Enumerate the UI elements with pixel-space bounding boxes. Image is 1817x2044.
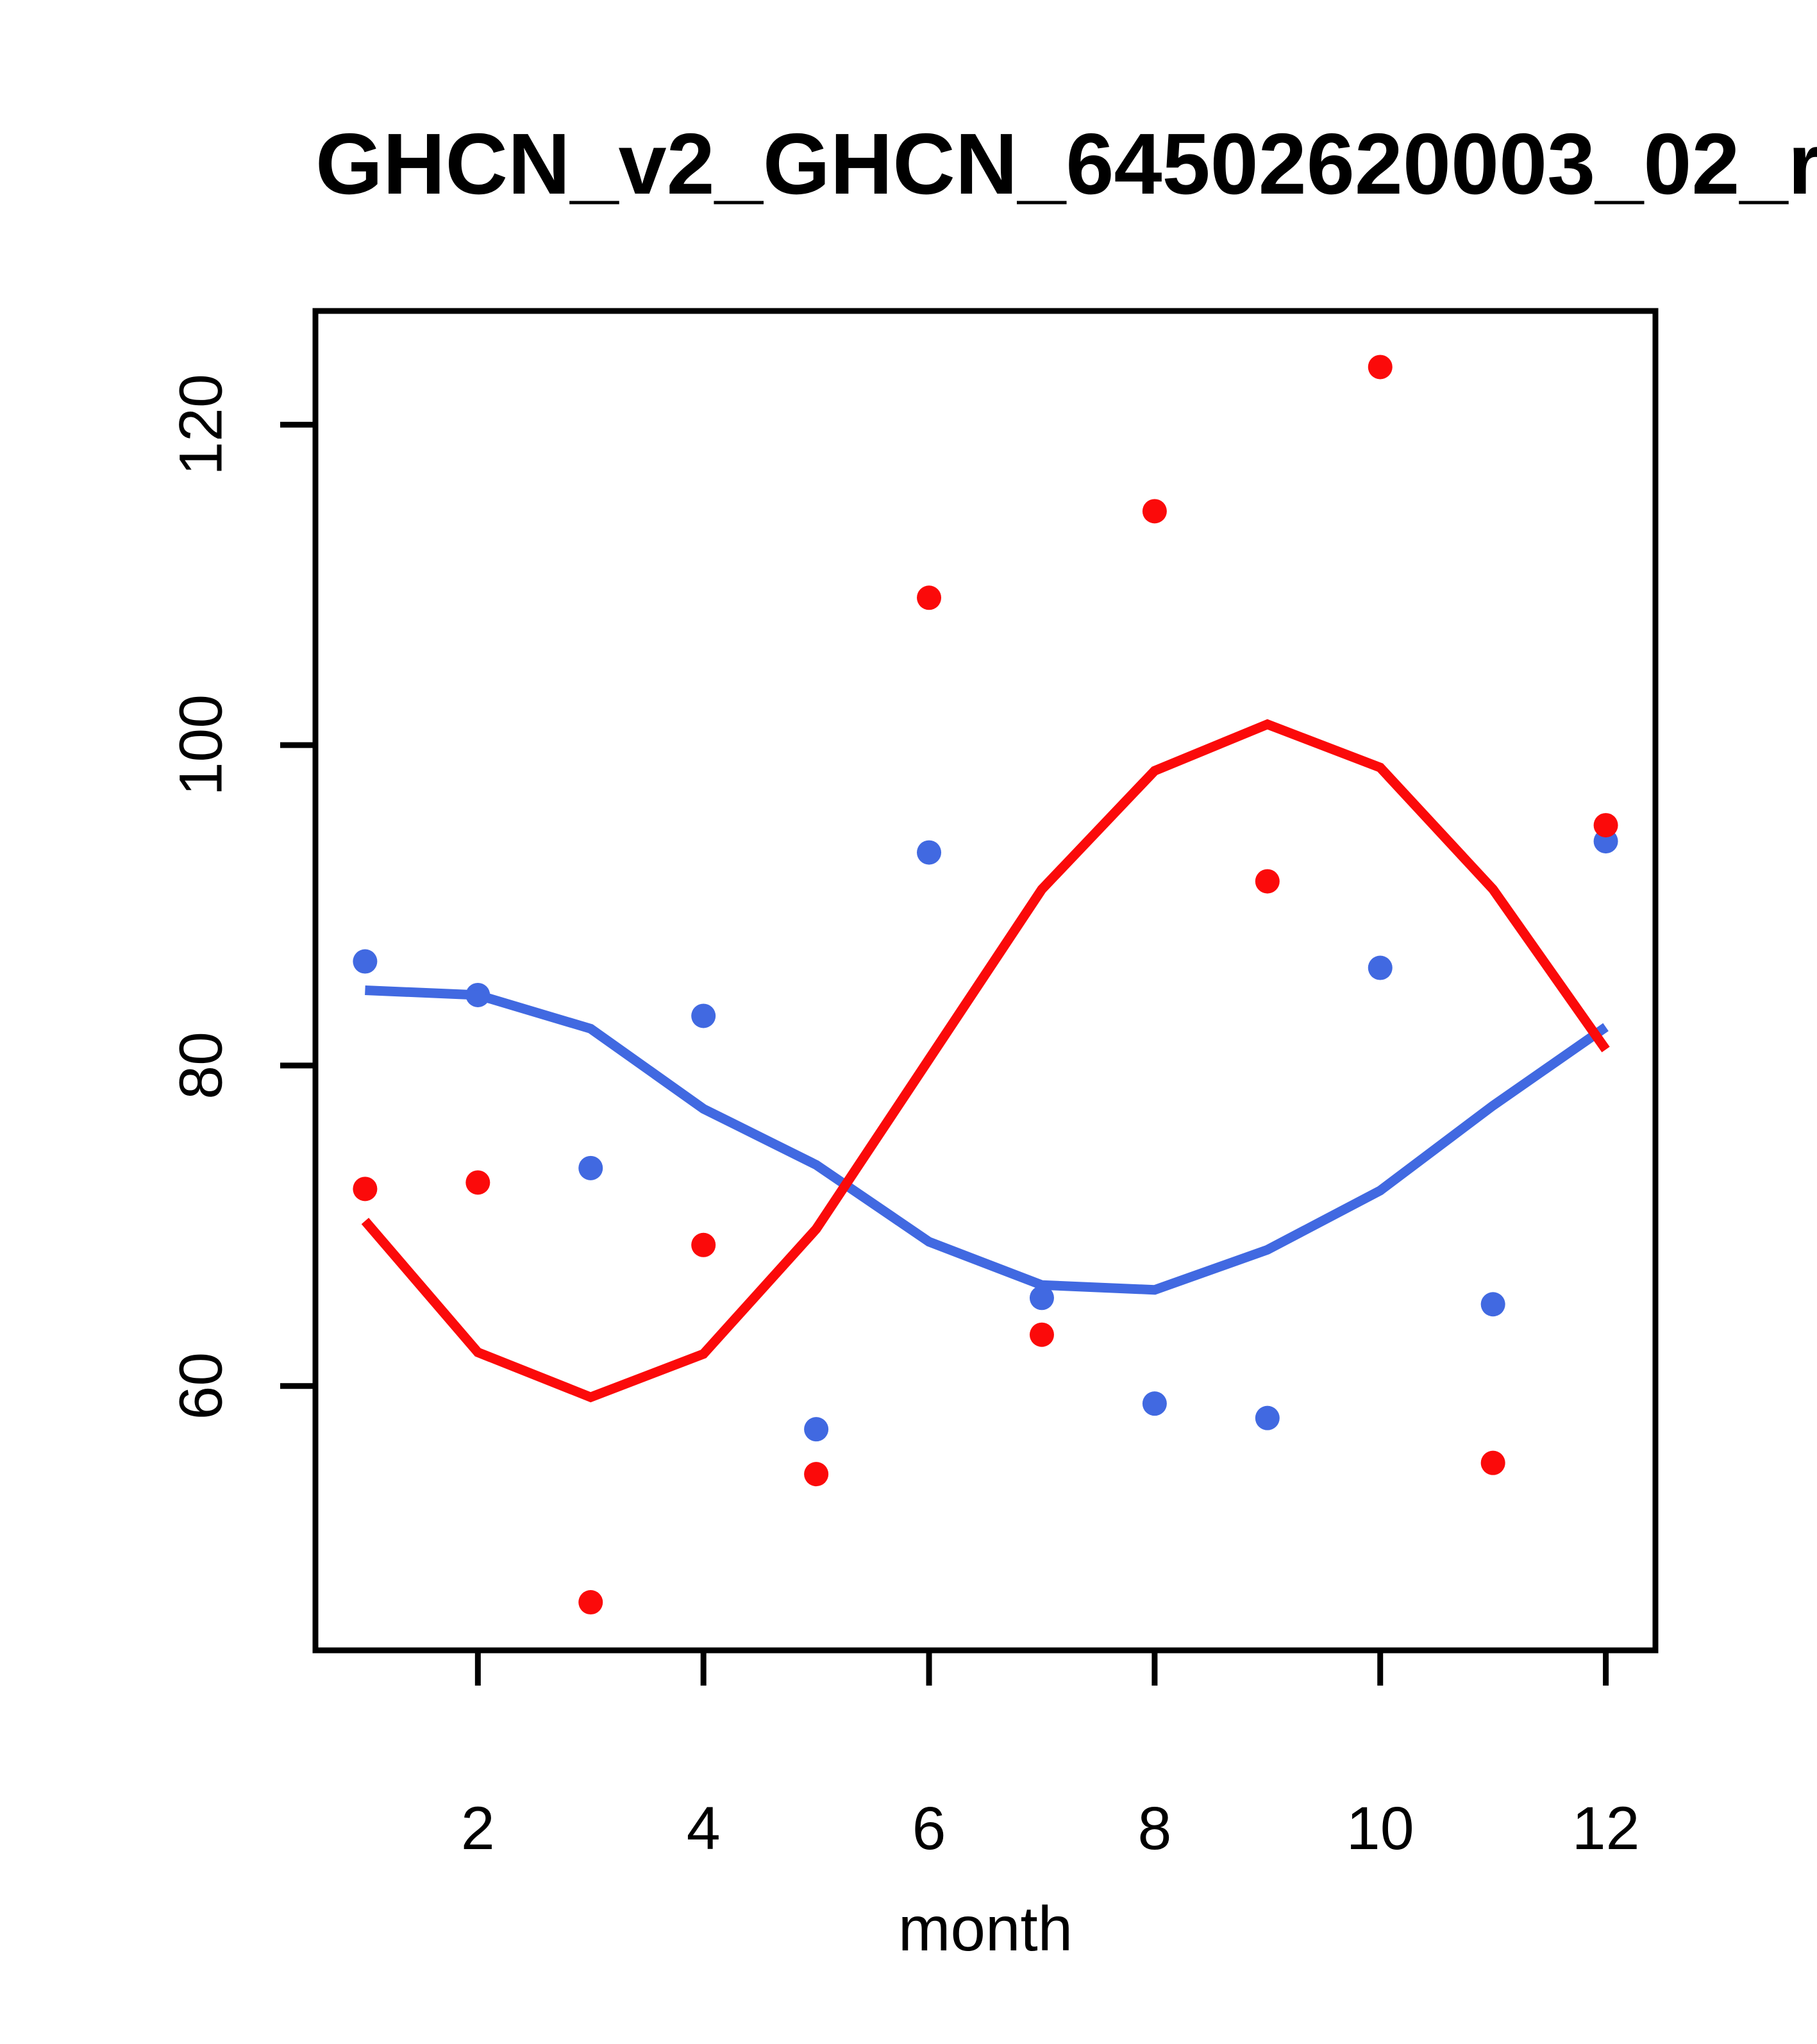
scatter-point-red [804,1462,829,1487]
blue-lowess-line [365,985,1609,1295]
x-tick-label: 8 [1137,1795,1171,1863]
scatter-point-blue [1142,1391,1167,1416]
scatter-point-red [1480,1450,1505,1475]
scatter-point-red [1255,869,1280,894]
plot-border [312,308,1659,1654]
scatter-point-red [691,1232,716,1257]
scatter-point-blue [1029,1286,1054,1311]
scatter-point-red [1368,355,1393,380]
x-tick-label: 6 [912,1795,946,1863]
x-tick-label: 10 [1346,1795,1414,1863]
scatter-point-red [353,1177,378,1202]
scatter-point-red [1593,813,1618,838]
x-tick-label: 2 [461,1795,495,1863]
scatter-point-blue [917,840,942,865]
y-tick-label: 60 [167,1352,235,1420]
scatter-point-blue [1255,1405,1280,1430]
scatter-point-blue [1368,955,1393,980]
scatter-point-red [1029,1322,1054,1347]
scatter-point-red [578,1590,603,1615]
scatter-point-blue [353,949,378,974]
y-tick-label: 100 [167,694,235,796]
x-tick-label: 4 [687,1795,721,1863]
scatter-point-red [1142,499,1167,524]
scatter-point-blue [691,1003,716,1028]
x-tick-label: 12 [1572,1795,1640,1863]
red-lowess-line [361,719,1610,1403]
plot-title: GHCN_v2_GHCN_64502620003_02_rr [315,115,1817,212]
scatter-point-blue [578,1155,603,1180]
scatter-point-red [917,585,942,610]
x-axis-label: month [898,1893,1073,1964]
scatter-point-red [465,1170,490,1195]
y-tick-label: 120 [167,374,235,476]
scatter-point-blue [804,1417,829,1442]
y-tick-label: 80 [167,1032,235,1100]
scatter-point-blue [1480,1292,1505,1317]
